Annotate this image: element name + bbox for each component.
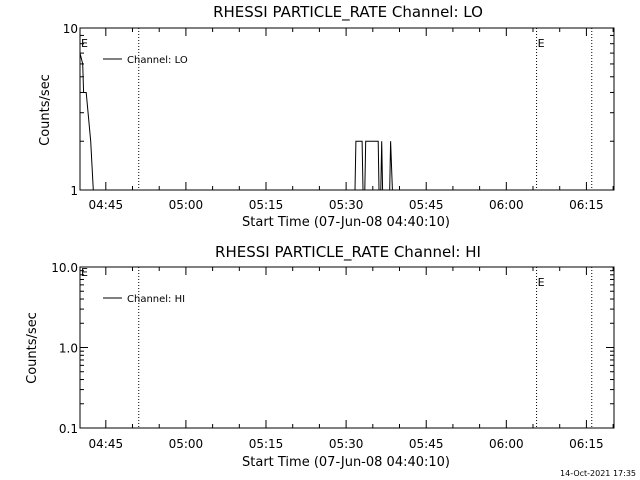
- event-markers: E: [138, 28, 593, 190]
- legend-label: Channel: HI: [127, 294, 185, 305]
- axis-ticks: 04:45 05:00 05:15 05:30 05:45 06:00 06:15 1 10: [63, 22, 614, 212]
- x-tick-label: 06:15: [569, 437, 604, 451]
- series-group: [79, 52, 393, 191]
- chart-panel-hi: RHESSI PARTICLE_RATE Channel: HI Counts/…: [25, 243, 615, 470]
- y-tick-label: 1.0: [59, 342, 78, 356]
- x-tick-label: 05:30: [329, 437, 364, 451]
- x-tick-label: 06:00: [489, 437, 524, 451]
- x-tick-label: 05:30: [329, 198, 364, 212]
- chart-panel-lo: RHESSI PARTICLE_RATE Channel: LO Counts/…: [38, 3, 615, 230]
- x-tick-label: 06:00: [489, 198, 524, 212]
- chart-title: RHESSI PARTICLE_RATE Channel: HI: [215, 243, 481, 262]
- y-axis-label: Counts/sec: [25, 312, 40, 384]
- x-tick-label: 06:15: [569, 198, 604, 212]
- series-line: [79, 52, 393, 191]
- x-tick-label: 05:45: [409, 437, 444, 451]
- y-axis-label: Counts/sec: [38, 74, 53, 146]
- event-marker-label: E: [538, 37, 545, 50]
- left-marker-label: E: [81, 266, 88, 279]
- x-tick-label: 05:15: [249, 198, 284, 212]
- x-tick-label: 05:00: [169, 437, 204, 451]
- x-tick-label: 05:45: [409, 198, 444, 212]
- x-tick-label: 04:45: [89, 437, 124, 451]
- left-marker-label: E: [81, 37, 88, 50]
- y-tick-label: 10.0: [51, 261, 78, 275]
- y-tick-label: 10: [63, 22, 78, 36]
- event-marker-label: E: [538, 276, 545, 289]
- axis-ticks: 04:45 05:00 05:15 05:30 05:45 06:00 06:15 0.1 1.…: [51, 261, 614, 451]
- x-tick-label: 05:15: [249, 437, 284, 451]
- x-axis-label: Start Time (07-Jun-08 04:40:10): [242, 455, 450, 470]
- plot-frame: [79, 266, 615, 429]
- chart-title: RHESSI PARTICLE_RATE Channel: LO: [213, 3, 483, 22]
- x-tick-label: 05:00: [169, 198, 204, 212]
- event-markers: E: [138, 267, 593, 428]
- x-tick-label: 04:45: [89, 198, 124, 212]
- y-tick-label: 0.1: [59, 422, 78, 436]
- y-tick-label: 1: [70, 184, 78, 198]
- x-axis-label: Start Time (07-Jun-08 04:40:10): [242, 215, 450, 230]
- legend-label: Channel: LO: [127, 55, 188, 66]
- timestamp: 14-Oct-2021 17:35: [560, 469, 636, 478]
- plot-frame: [79, 27, 615, 191]
